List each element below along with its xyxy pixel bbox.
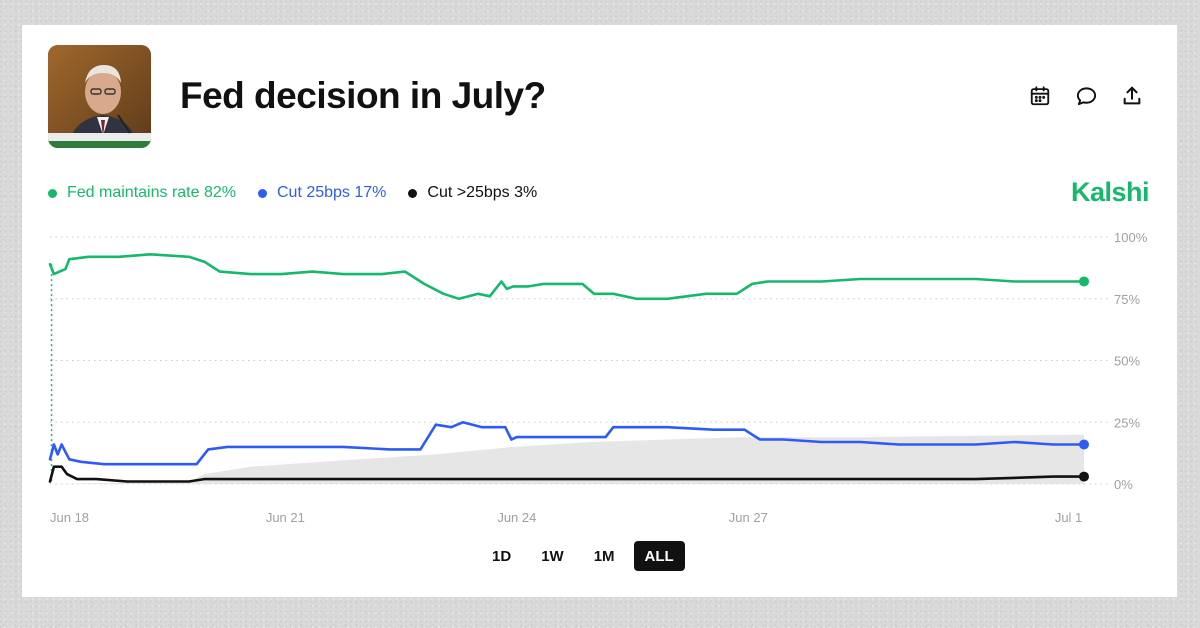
probability-chart: 100% 75% 50% 25% 0% Jun 18 Jun 21 Jun 24 Jun 27 J…	[48, 230, 1148, 525]
series-line-2	[48, 420, 1086, 466]
range-1m-button[interactable]: 1M	[593, 547, 615, 565]
legend-dot	[257, 188, 267, 198]
calendar-button[interactable]	[1027, 83, 1053, 109]
toolbar-actions	[1027, 83, 1145, 109]
range-all-button[interactable]: ALL	[633, 541, 685, 571]
comment-icon	[1076, 86, 1096, 105]
series-line-3	[48, 465, 1086, 483]
brand-logo: Kalshi	[1070, 177, 1150, 207]
legend-item-maintain[interactable]: Fed maintains rate 82%	[48, 184, 236, 202]
range-1d-button[interactable]: 1D	[492, 547, 512, 565]
legend-label: Fed maintains rate 82%	[67, 184, 236, 201]
series-end-point-2	[1079, 439, 1089, 450]
legend-item-cut-25[interactable]: Cut 25bps 17%	[257, 184, 387, 202]
range-1w-button[interactable]: 1W	[541, 547, 564, 565]
volume-area	[50, 434, 1084, 484]
legend-label: Cut 25bps 17%	[276, 184, 387, 201]
x-tick-label: Jun 24	[497, 510, 536, 525]
market-thumbnail	[48, 45, 151, 148]
y-tick-label: 25%	[1114, 415, 1140, 430]
y-tick-label: 100%	[1114, 230, 1148, 245]
comment-button[interactable]	[1073, 83, 1099, 109]
y-tick-label: 50%	[1114, 354, 1140, 369]
x-tick-label: Jun 18	[50, 510, 89, 525]
legend-dot	[48, 188, 57, 198]
page-title: Fed decision in July?	[180, 75, 546, 116]
x-tick-label: Jul 1	[1055, 510, 1082, 525]
time-range-selector: 1D 1W 1M ALL	[481, 541, 685, 571]
x-tick-label: Jun 21	[266, 510, 305, 525]
calendar-icon	[1030, 86, 1050, 106]
share-icon	[1123, 86, 1141, 105]
y-tick-label: 75%	[1114, 292, 1140, 307]
legend-label: Cut >25bps 3%	[427, 184, 538, 201]
series-end-point-1	[1079, 276, 1089, 287]
series-end-point-3	[1079, 471, 1089, 482]
y-tick-label: 0%	[1114, 477, 1133, 492]
share-button[interactable]	[1119, 83, 1145, 109]
series-line-1	[48, 253, 1086, 301]
x-tick-label: Jun 27	[729, 510, 768, 525]
chart-legend: Fed maintains rate 82% Cut 25bps 17% Cut…	[48, 184, 537, 202]
market-card: Fed decision in July?	[22, 25, 1177, 597]
legend-dot	[408, 188, 418, 198]
legend-item-cut-over-25[interactable]: Cut >25bps 3%	[408, 184, 537, 202]
